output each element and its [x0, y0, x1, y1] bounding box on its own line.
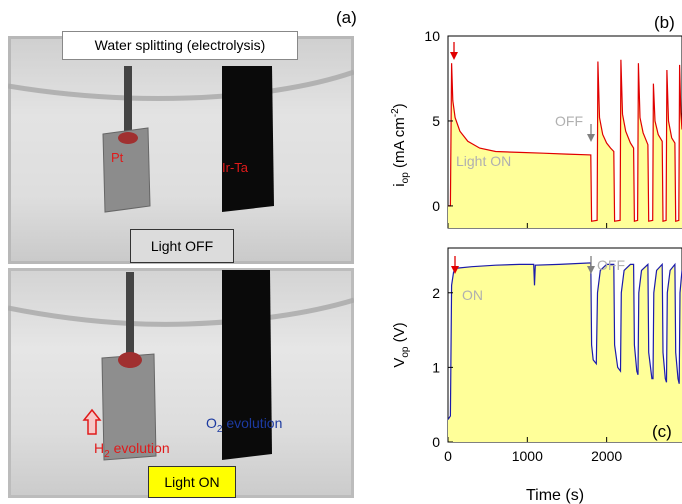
- panel-c-ytick-label-1: 1: [432, 359, 440, 375]
- photo-light-on-drawing: [8, 268, 354, 498]
- panel-b-off-annotation: OFF: [555, 113, 583, 129]
- gray-arrow-b-icon: [587, 124, 595, 142]
- panel-b-ylabel-main: i: [391, 183, 408, 186]
- panel-b-area-fill: [448, 59, 682, 228]
- panel-c-xtick-label-2000: 2000: [591, 448, 622, 464]
- panel-b-light-on-annotation: Light ON: [456, 153, 511, 169]
- panel-b-ytick-label-0: 0: [432, 198, 440, 214]
- h2-sub: 2: [104, 448, 110, 460]
- water-splitting-title: Water splitting (electrolysis): [62, 31, 298, 60]
- light-on-label: Light ON: [148, 466, 236, 498]
- o2-main: O: [206, 415, 217, 431]
- h2-rest: evolution: [109, 440, 170, 456]
- panel-b-ylabel-sub: op: [400, 172, 411, 184]
- voltage-series-line: [447, 262, 682, 420]
- o2-rest: evolution: [222, 415, 283, 431]
- h2-main: H: [94, 440, 105, 456]
- photo-light-off: [8, 36, 354, 264]
- panel-a-letter: (a): [336, 8, 357, 27]
- panel-c-ylabel-sub: op: [400, 346, 411, 358]
- panel-c-ylabel: Vop (V): [391, 322, 411, 367]
- current-series-line: [448, 59, 682, 222]
- panel-b-ylabel-rest: (mA cm: [391, 117, 408, 172]
- pt-label: Pt: [111, 150, 124, 165]
- panel-c-ytick-label-0: 0: [432, 434, 440, 450]
- panel-c-on-annotation: ON: [462, 287, 483, 303]
- panel-c-letter: (c): [652, 422, 672, 441]
- light-off-label: Light OFF: [130, 229, 234, 263]
- panel-c-ylabel-main: V: [391, 358, 408, 368]
- panel-b-letter: (b): [654, 13, 675, 32]
- panel-b-ylabel: iop (mA cm-2): [390, 103, 411, 186]
- o2-sub: 2: [216, 423, 223, 435]
- panel-c-off-annotation: OFF: [597, 257, 625, 273]
- panel-b-ylabel-sup: -2: [390, 108, 401, 117]
- photo-light-off-drawing: [8, 36, 354, 264]
- panel-c-area-fill: [448, 262, 682, 442]
- panel-c-xlabel: Time (s): [526, 487, 584, 504]
- irta-label: Ir-Ta: [222, 160, 248, 175]
- o2-evolution-label: O2 evolution: [206, 415, 282, 435]
- panel-b-ytick-label-5: 5: [432, 113, 440, 129]
- red-arrow-b-icon: [450, 42, 458, 60]
- up-arrow-icon: [82, 408, 102, 435]
- panel-c-ytick-label-2: 2: [432, 285, 440, 301]
- panel-c-ylabel-rest: (V): [391, 322, 408, 346]
- h2-evolution-label: H2 evolution: [94, 440, 170, 460]
- photo-light-on: [8, 268, 354, 498]
- panel-b-ylabel-close: ): [391, 103, 408, 108]
- panel-b-ytick-label-10: 10: [424, 28, 440, 44]
- panel-c-xtick-label-0: 0: [444, 448, 452, 464]
- gray-arrow-c-icon: [587, 256, 595, 274]
- panel-c-xtick-label-1000: 1000: [512, 448, 543, 464]
- red-arrow-c-icon: [451, 256, 459, 274]
